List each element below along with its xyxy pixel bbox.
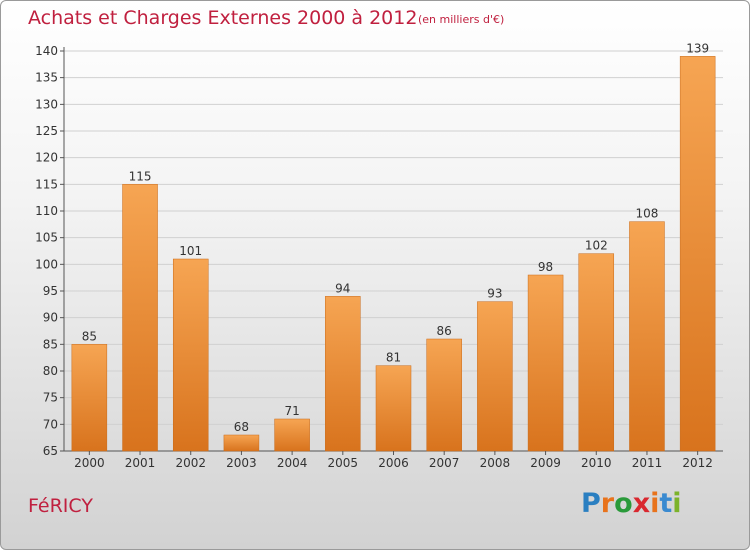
x-tick-label: 2002 [175, 456, 206, 470]
y-tick-label: 85 [43, 337, 58, 351]
chart-title: Achats et Charges Externes 2000 à 2012 [28, 7, 418, 29]
y-tick-label: 105 [35, 231, 58, 245]
bar-value-label: 108 [636, 207, 659, 221]
y-tick-label: 70 [43, 417, 58, 431]
bar-value-label: 139 [686, 41, 709, 55]
bar [629, 221, 665, 452]
x-tick-label: 2001 [125, 456, 156, 470]
chart-subtitle: (en milliers d'€) [418, 13, 505, 26]
y-tick-label: 125 [35, 124, 58, 138]
logo-letter: i [650, 488, 660, 519]
y-tick-label: 130 [35, 97, 58, 111]
bar [375, 365, 412, 452]
x-tick-label: 2012 [682, 456, 713, 470]
bar-value-label: 71 [284, 404, 299, 418]
x-tick-label: 2003 [226, 456, 257, 470]
bar-value-label: 101 [179, 244, 202, 258]
bar [477, 301, 513, 452]
bar [527, 274, 564, 452]
x-tick-label: 2008 [480, 456, 511, 470]
bar-value-label: 93 [487, 287, 502, 301]
y-tick-label: 135 [35, 71, 58, 85]
bar [325, 296, 361, 452]
logo-letter: o [614, 488, 633, 519]
bar-value-label: 85 [82, 329, 97, 343]
x-tick-label: 2010 [581, 456, 612, 470]
proxiti-logo: Proxiti [581, 488, 682, 519]
bar [223, 434, 260, 452]
bar [578, 253, 615, 452]
logo-letter: P [581, 488, 601, 519]
y-tick-label: 95 [43, 284, 58, 298]
commune-name: FéRICY [28, 495, 93, 517]
x-tick-label: 2005 [328, 456, 359, 470]
bar [679, 56, 716, 452]
logo-letter: r [600, 488, 615, 519]
y-tick-label: 120 [35, 151, 58, 165]
bar [426, 338, 462, 452]
logo-letter: i [672, 488, 682, 519]
bar-value-label: 115 [129, 169, 152, 183]
y-tick-label: 110 [35, 204, 58, 218]
y-tick-label: 80 [43, 364, 58, 378]
bar-value-label: 81 [386, 351, 401, 365]
y-tick-label: 65 [43, 444, 58, 458]
x-tick-label: 2009 [530, 456, 561, 470]
bar-value-label: 98 [538, 260, 553, 274]
x-tick-label: 2007 [429, 456, 460, 470]
x-tick-label: 2011 [632, 456, 663, 470]
bar-value-label: 94 [335, 281, 350, 295]
y-tick-label: 90 [43, 311, 58, 325]
x-tick-label: 2000 [74, 456, 105, 470]
bar-value-label: 86 [437, 324, 452, 338]
y-tick-label: 140 [35, 44, 58, 58]
bar [274, 418, 310, 452]
y-tick-label: 115 [35, 177, 58, 191]
x-tick-label: 2006 [378, 456, 409, 470]
logo-letter: x [632, 488, 651, 519]
y-tick-label: 100 [35, 257, 58, 271]
x-tick-label: 2004 [277, 456, 308, 470]
y-tick-label: 75 [43, 391, 58, 405]
bar [172, 258, 209, 452]
bar [71, 344, 108, 452]
bar-value-label: 68 [234, 420, 249, 434]
bar [122, 184, 158, 452]
bar-value-label: 102 [585, 239, 608, 253]
logo-letter: t [659, 488, 673, 519]
